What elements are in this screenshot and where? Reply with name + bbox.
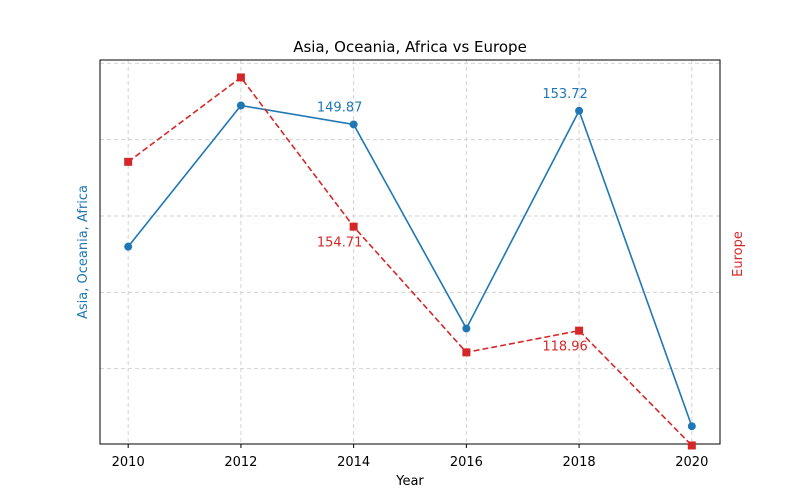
data-label: 149.87 <box>317 100 363 115</box>
series-europe <box>124 73 696 450</box>
left-y-axis-label: Asia, Oceania, Africa <box>76 185 91 319</box>
series-line <box>127 104 693 427</box>
data-labels: 149.87 153.72 154.71 118.96 <box>317 87 588 355</box>
x-tick-label: 2014 <box>337 455 370 470</box>
x-tick-label: 2020 <box>675 455 708 470</box>
x-tick-label: 2010 <box>112 455 145 470</box>
data-point <box>236 73 245 82</box>
chart-title: Asia, Oceania, Africa vs Europe <box>293 38 527 56</box>
x-axis-label: Year <box>395 474 424 489</box>
data-point <box>124 242 133 251</box>
x-tick-label: 2018 <box>563 455 596 470</box>
data-point <box>349 120 358 129</box>
x-tick-label: 2012 <box>224 455 257 470</box>
data-point <box>462 348 471 357</box>
data-point <box>687 422 696 431</box>
data-point <box>575 326 584 335</box>
series-group <box>124 73 696 450</box>
x-tick-label: 2016 <box>450 455 483 470</box>
data-label: 118.96 <box>542 340 588 355</box>
plot-frame <box>99 59 721 445</box>
data-point <box>236 101 245 110</box>
grid <box>100 60 720 444</box>
data-label: 153.72 <box>542 87 588 102</box>
data-label: 154.71 <box>317 236 363 251</box>
data-point <box>687 441 696 450</box>
data-point <box>124 157 133 166</box>
series-line <box>127 76 693 447</box>
right-y-axis-label: Europe <box>731 231 746 277</box>
data-point <box>349 222 358 231</box>
data-point <box>462 324 471 333</box>
series-asia-oceania-africa <box>124 101 696 431</box>
data-point <box>575 106 584 115</box>
x-axis-ticks: 2010 2012 2014 2016 2018 2020 <box>112 444 708 470</box>
